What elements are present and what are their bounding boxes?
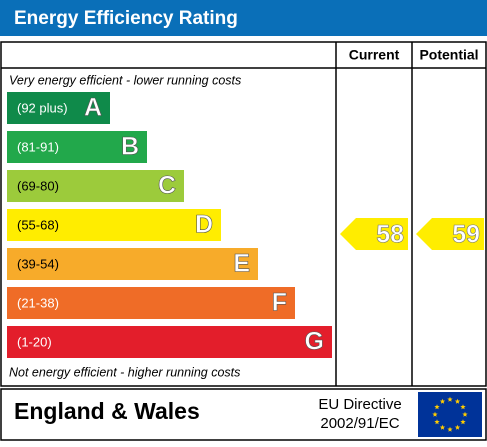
title: Energy Efficiency Rating xyxy=(14,8,238,29)
region: England & Wales xyxy=(14,398,200,424)
rating-arrow xyxy=(340,218,408,250)
band-range: (92 plus) xyxy=(17,100,68,115)
eu-star xyxy=(454,424,461,430)
eu-star xyxy=(439,424,446,430)
eu-star xyxy=(447,426,453,432)
band-range: (69-80) xyxy=(17,178,59,193)
bands: (92 plus) A (81-91) B (69-80) C (55-68) D (39-54… xyxy=(7,92,332,358)
band-range: (55-68) xyxy=(17,217,59,232)
title-bar xyxy=(0,0,487,36)
band-bar xyxy=(7,287,295,319)
rating-arrows: 58 59 xyxy=(340,218,484,250)
band-bar xyxy=(7,92,110,124)
band-letter: F xyxy=(272,289,287,317)
band-bar xyxy=(7,209,221,241)
band-bar xyxy=(7,248,258,280)
rating-arrow xyxy=(416,218,484,250)
band-letter: C xyxy=(158,172,176,200)
rating-value: 59 xyxy=(452,221,480,249)
eu-star xyxy=(439,398,446,404)
eu-star xyxy=(460,404,466,410)
band-letter: B xyxy=(121,133,139,161)
eu-star xyxy=(434,404,440,410)
column-header: Potential xyxy=(419,47,478,63)
column-header: Current xyxy=(349,47,400,63)
band-range: (39-54) xyxy=(17,256,59,271)
band-letter: E xyxy=(233,250,250,278)
directive: 2002/91/EC xyxy=(320,415,399,432)
eu-star xyxy=(460,419,466,425)
rating-value: 58 xyxy=(376,221,404,249)
band-letter: A xyxy=(84,94,102,122)
band-bar xyxy=(7,131,147,163)
band-letter: D xyxy=(195,211,213,239)
eu-star xyxy=(447,396,453,402)
band-range: (1-20) xyxy=(17,334,52,349)
band-bar xyxy=(7,170,184,202)
eu-star xyxy=(462,411,468,417)
band-bar xyxy=(7,326,332,358)
eu-star xyxy=(434,419,440,425)
directive: EU Directive xyxy=(318,396,401,413)
eu-stars xyxy=(432,396,468,432)
band-range: (21-38) xyxy=(17,295,59,310)
eu-star xyxy=(432,411,438,417)
top-note: Very energy efficient - lower running co… xyxy=(9,73,241,87)
bottom-note: Not energy efficient - higher running co… xyxy=(9,365,240,379)
eu-star xyxy=(454,398,461,404)
band-range: (81-91) xyxy=(17,139,59,154)
band-letter: G xyxy=(305,328,324,356)
footer-frame xyxy=(0,388,487,441)
